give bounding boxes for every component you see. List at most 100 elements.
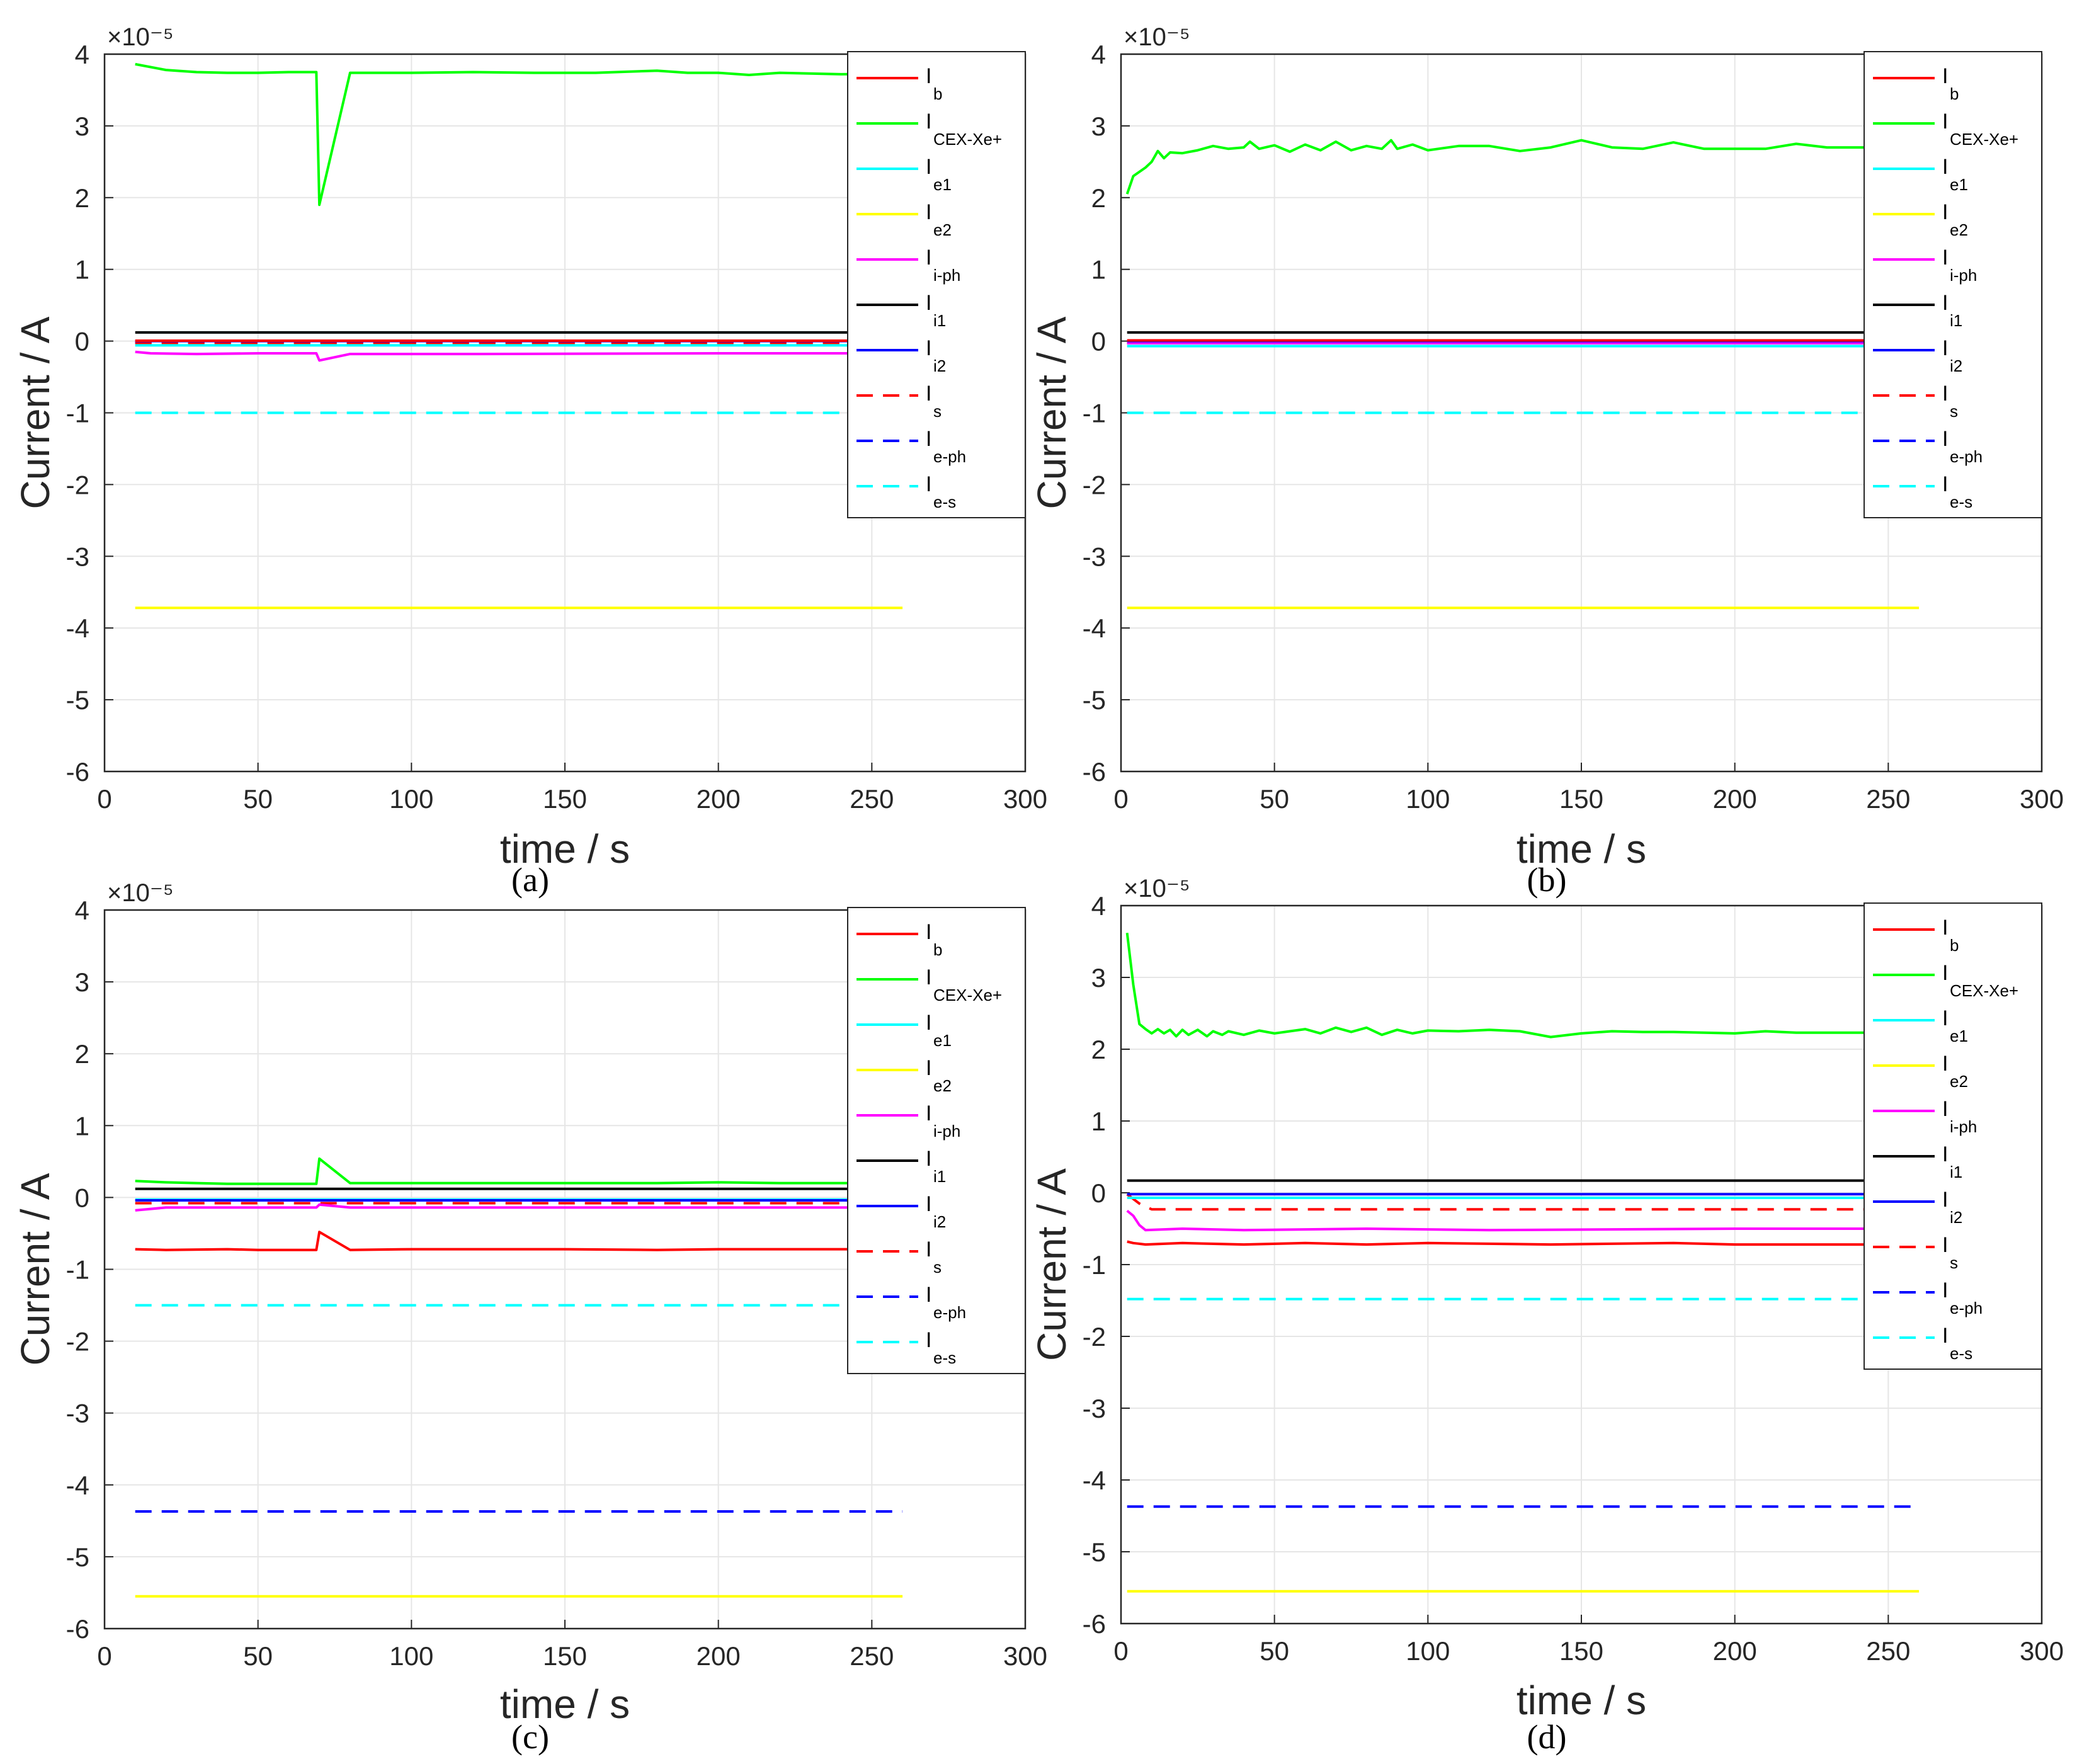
series-group — [135, 1157, 903, 1598]
y-tick-label: 3 — [1091, 963, 1106, 993]
legend-label-base: I — [926, 1056, 931, 1080]
legend-label-sub: i1 — [933, 1167, 946, 1186]
x-tick-label: 50 — [243, 784, 273, 814]
legend-label-sub: i2 — [933, 1212, 946, 1231]
axis-exponent: ×10⁻⁵ — [1124, 23, 1190, 51]
legend-item-Ie1: Ie1 — [1873, 1006, 1968, 1045]
legend-label-sub: e1 — [933, 1031, 952, 1050]
legend-label-sub: i-ph — [933, 266, 960, 285]
y-tick-label: 4 — [75, 40, 89, 69]
legend-label-sub: CEX-Xe+ — [933, 986, 1002, 1004]
x-axis-label: time / s — [500, 826, 630, 872]
y-tick-label: 1 — [75, 255, 89, 285]
y-tick-label: -3 — [1083, 1394, 1106, 1423]
y-tick-label: -6 — [1083, 757, 1106, 787]
y-tick-label: 2 — [1091, 1035, 1106, 1064]
x-tick-label: 150 — [543, 1641, 587, 1671]
y-tick-label: 0 — [1091, 1178, 1106, 1208]
x-tick-label: 50 — [1260, 1636, 1289, 1666]
legend-item-Ib: Ib — [856, 920, 942, 959]
x-tick-label: 150 — [1559, 784, 1603, 814]
y-tick-label: 1 — [1091, 255, 1106, 285]
legend-label-sub: e1 — [933, 175, 952, 194]
x-tick-label: 300 — [1003, 1641, 1047, 1671]
legend-label-base: I — [926, 64, 931, 88]
legend-item-Ies: Ie-s — [1873, 1324, 1972, 1363]
y-tick-label: 4 — [1091, 891, 1106, 921]
legend-label-sub: b — [1950, 936, 1959, 955]
legend-label-base: I — [1942, 1142, 1948, 1166]
x-tick-label: 0 — [1113, 1636, 1128, 1666]
legend-label-sub: e-ph — [1950, 447, 1983, 466]
x-tick-label: 100 — [389, 1641, 433, 1671]
legend-label-base: I — [926, 336, 931, 360]
legend-label-base: I — [926, 1101, 931, 1125]
legend-item-Ii1: Ii1 — [856, 291, 946, 330]
y-tick-label: 4 — [1091, 40, 1106, 69]
x-tick-label: 250 — [1866, 1636, 1910, 1666]
x-tick-label: 300 — [2020, 784, 2064, 814]
x-axis-label: time / s — [1516, 1678, 1646, 1723]
legend-label-base: I — [926, 427, 931, 451]
legend-label-base: I — [1942, 110, 1948, 134]
legend-label-sub: s — [1950, 402, 1958, 421]
legend-item-Ie1: Ie1 — [856, 1011, 952, 1050]
legend-item-Ies: Ie-s — [856, 472, 956, 511]
y-tick-label: 4 — [75, 896, 89, 925]
legend-label-sub: e-ph — [933, 1303, 966, 1322]
x-tick-label: 100 — [389, 784, 433, 814]
legend-label-sub: i2 — [933, 356, 946, 375]
legend-box — [1864, 51, 2042, 518]
x-tick-label: 0 — [97, 784, 111, 814]
panel-a: 0 50 100 150 200 250 300 -6 -5 -4 -3 -2 -1 0 1 2 3 4 ×10⁻⁵… — [13, 23, 1047, 899]
legend-item-Is: Is — [1873, 382, 1958, 421]
legend-label-sub: i1 — [1950, 311, 1962, 330]
legend-item-Ieph: Ie-ph — [856, 427, 966, 466]
y-tick-label: 1 — [1091, 1107, 1106, 1136]
legend-label-base: I — [926, 291, 931, 315]
legend-item-Ib: Ib — [1873, 64, 1959, 103]
legend-label-sub: e2 — [933, 220, 952, 239]
legend-label-sub: e-s — [933, 1348, 956, 1367]
series-line-Ib — [135, 1231, 903, 1251]
panel-b: 0 50 100 150 200 250 300 -6 -5 -4 -3 -2 -1 0 1 2 3 4 ×10⁻⁵… — [1029, 23, 2064, 899]
legend-box — [847, 51, 1026, 518]
series-line-Iph — [135, 350, 903, 362]
panel-caption: (a) — [511, 861, 549, 899]
legend-label-sub: e-ph — [933, 447, 966, 466]
legend-item-Ie1: Ie1 — [856, 155, 952, 194]
legend-item-Ieph: Ie-ph — [1873, 1278, 1983, 1317]
legend-item-Is: Is — [856, 382, 942, 421]
legend-label-sub: e2 — [1950, 1072, 1968, 1091]
legend-label-base: I — [1942, 1324, 1948, 1348]
series-line-ICEX — [135, 62, 903, 207]
legend-label-base: I — [1942, 1006, 1948, 1030]
legend-item-Is: Is — [1873, 1233, 1958, 1272]
legend-box — [1864, 902, 2042, 1370]
legend-label-sub: CEX-Xe+ — [1950, 130, 2018, 149]
y-tick-label: -3 — [66, 1399, 89, 1428]
legend-item-Ib: Ib — [1873, 916, 1959, 955]
legend-label-base: I — [1942, 961, 1948, 985]
legend-label-base: I — [926, 1238, 931, 1261]
legend-label-sub: s — [933, 1258, 942, 1277]
legend-item-Ib: Ib — [856, 64, 942, 103]
series-line-ICEX — [1125, 139, 1920, 195]
x-tick-label: 250 — [850, 1641, 894, 1671]
y-tick-label: -3 — [66, 542, 89, 571]
legend-item-Ii2: Ii2 — [1873, 1188, 1962, 1227]
legend-label-sub: s — [933, 402, 942, 421]
legend-label-base: I — [926, 110, 931, 134]
y-tick-label: 0 — [1091, 327, 1106, 356]
y-tick-label: -5 — [66, 1542, 89, 1572]
legend-label-base: I — [926, 200, 931, 224]
y-axis-label: Current / A — [1029, 316, 1074, 509]
legend-item-Ie2: Ie2 — [856, 1056, 952, 1095]
x-tick-label: 200 — [697, 784, 741, 814]
series-line-Iph — [1126, 1209, 1920, 1232]
y-tick-label: -5 — [66, 685, 89, 715]
series-group — [135, 62, 903, 610]
y-tick-label: -6 — [66, 1614, 89, 1644]
